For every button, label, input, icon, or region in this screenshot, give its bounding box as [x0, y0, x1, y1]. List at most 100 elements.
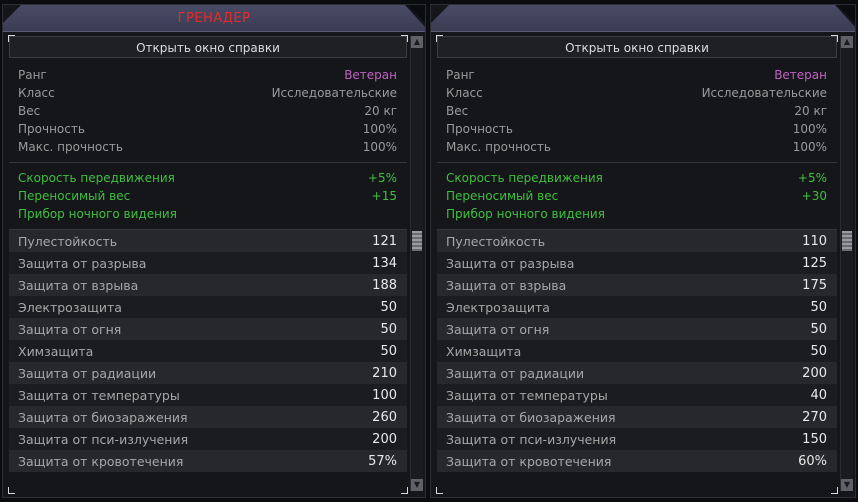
bonus-value: +5%	[367, 171, 397, 185]
info-row: Прочность 100%	[9, 120, 407, 138]
protection-stats: Пулестойкость 110 Защита от разрыва 125 За…	[437, 230, 837, 472]
item-panel-left: ГРЕНАДЕР Открыть окно справки Ранг Ветера…	[2, 4, 426, 498]
frame-corner	[8, 487, 15, 494]
bonus-label: Переносимый вес	[446, 189, 559, 203]
bonus-row: Прибор ночного видения	[9, 205, 407, 223]
scrollbar[interactable]: ▲ ▼	[840, 36, 853, 491]
frame-corner	[436, 487, 443, 494]
stat-row: Пулестойкость 121	[9, 230, 407, 252]
info-label: Класс	[446, 86, 483, 100]
stat-label: Защита от разрыва	[446, 255, 575, 271]
stat-row: Пулестойкость 110	[437, 230, 837, 252]
stat-value: 50	[810, 343, 827, 359]
scroll-thumb[interactable]	[842, 231, 852, 251]
scrollbar[interactable]: ▲ ▼	[410, 36, 423, 491]
scroll-up-arrow-icon[interactable]: ▲	[411, 36, 423, 48]
stat-value: 175	[802, 277, 827, 293]
bonus-row: Скорость передвижения +5%	[437, 169, 837, 187]
bonus-value: +5%	[797, 171, 827, 185]
stat-value: 188	[372, 277, 397, 293]
item-panel-right: Открыть окно справки Ранг Ветеран Класс Ис…	[430, 4, 856, 498]
stat-value: 100	[372, 387, 397, 403]
stat-label: Электрозащита	[18, 299, 122, 315]
stat-row: Защита от пси-излучения 200	[9, 428, 407, 450]
stat-value: 200	[372, 431, 397, 447]
bonus-label: Переносимый вес	[18, 189, 131, 203]
scroll-thumb[interactable]	[412, 231, 422, 251]
frame-corner	[831, 487, 838, 494]
stat-row: Защита от температуры 100	[9, 384, 407, 406]
stat-row: Защита от радиации 210	[9, 362, 407, 384]
stat-row: Химзащита 50	[437, 340, 837, 362]
info-label: Класс	[18, 86, 55, 100]
frame-corner	[401, 35, 408, 42]
stat-row: Защита от радиации 200	[437, 362, 837, 384]
bonus-row: Переносимый вес +30	[437, 187, 837, 205]
open-help-button[interactable]: Открыть окно справки	[437, 36, 837, 58]
frame-corner	[8, 35, 15, 42]
bonus-value: +15	[371, 189, 397, 203]
bonus-label: Прибор ночного видения	[18, 207, 177, 221]
stat-row: Защита от разрыва 134	[9, 252, 407, 274]
info-label: Ранг	[446, 68, 475, 82]
stat-value: 210	[372, 365, 397, 381]
info-value: 100%	[362, 140, 397, 154]
info-row: Класс Исследовательские	[9, 84, 407, 102]
info-value: 100%	[792, 140, 827, 154]
stat-label: Защита от пси-излучения	[446, 431, 617, 447]
scroll-up-arrow-icon[interactable]: ▲	[841, 36, 853, 48]
bonus-section: Скорость передвижения +5% Переносимый вес…	[9, 163, 407, 230]
stat-row: Защита от огня 50	[9, 318, 407, 340]
info-row: Вес 20 кг	[9, 102, 407, 120]
scroll-down-arrow-icon[interactable]: ▼	[841, 479, 853, 491]
stat-row: Электрозащита 50	[9, 296, 407, 318]
bonus-value: +30	[801, 189, 827, 203]
info-row: Ранг Ветеран	[437, 66, 837, 84]
corner-notch	[837, 5, 855, 23]
info-row: Прочность 100%	[437, 120, 837, 138]
bonus-section: Скорость передвижения +5% Переносимый вес…	[437, 163, 837, 230]
stat-label: Пулестойкость	[18, 233, 118, 249]
stat-label: Защита от взрыва	[18, 277, 139, 293]
stat-label: Защита от пси-излучения	[18, 431, 189, 447]
info-value: 20 кг	[794, 104, 827, 118]
stat-value: 40	[810, 387, 827, 403]
item-details: Ранг Ветеран Класс Исследовательские Вес 20…	[9, 60, 407, 491]
stat-row: Химзащита 50	[9, 340, 407, 362]
info-value: 100%	[792, 122, 827, 136]
stat-label: Защита от температуры	[18, 387, 180, 403]
stat-label: Электрозащита	[446, 299, 550, 315]
stat-label: Защита от кровотечения	[18, 453, 184, 469]
stat-row: Защита от биозаражения 270	[437, 406, 837, 428]
stat-label: Защита от огня	[446, 321, 550, 337]
info-label: Макс. прочность	[446, 140, 551, 154]
bonus-row: Прибор ночного видения	[437, 205, 837, 223]
bonus-label: Скорость передвижения	[18, 171, 175, 185]
stat-value: 270	[802, 409, 827, 425]
stat-value: 134	[372, 255, 397, 271]
stat-value: 50	[810, 321, 827, 337]
stat-value: 60%	[798, 453, 827, 469]
stat-label: Пулестойкость	[446, 233, 546, 249]
frame-corner	[831, 35, 838, 42]
rank-value: Ветеран	[774, 68, 827, 82]
panel-titlebar	[431, 5, 855, 32]
info-label: Ранг	[18, 68, 47, 82]
rank-value: Ветеран	[344, 68, 397, 82]
info-label: Макс. прочность	[18, 140, 123, 154]
info-label: Прочность	[18, 122, 85, 136]
scroll-down-arrow-icon[interactable]: ▼	[411, 479, 423, 491]
info-row: Макс. прочность 100%	[9, 138, 407, 156]
stat-row: Электрозащита 50	[437, 296, 837, 318]
bonus-label: Прибор ночного видения	[446, 207, 605, 221]
info-row: Вес 20 кг	[437, 102, 837, 120]
info-value: Исследовательские	[271, 86, 397, 100]
open-help-button[interactable]: Открыть окно справки	[9, 36, 407, 58]
stat-label: Химзащита	[18, 343, 94, 359]
info-row: Класс Исследовательские	[437, 84, 837, 102]
panel-titlebar: ГРЕНАДЕР	[3, 5, 425, 32]
info-value: 100%	[362, 122, 397, 136]
stat-row: Защита от пси-излучения 150	[437, 428, 837, 450]
stat-value: 57%	[368, 453, 397, 469]
stat-value: 260	[372, 409, 397, 425]
